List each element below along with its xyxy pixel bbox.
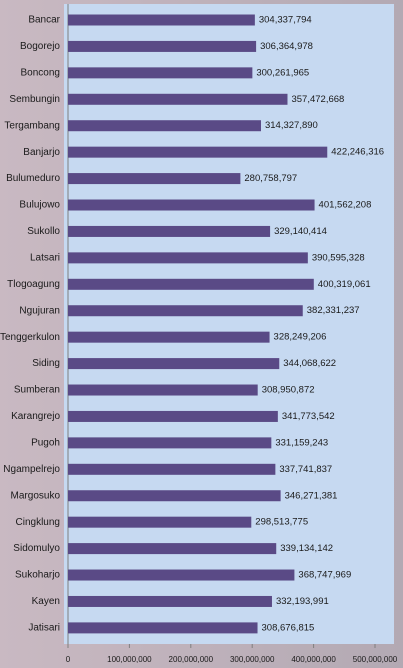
value-label: 331,159,243 bbox=[275, 437, 328, 448]
value-label: 300,261,965 bbox=[256, 67, 309, 78]
value-label: 329,140,414 bbox=[274, 226, 327, 237]
bar bbox=[68, 331, 270, 343]
category-label: Latsari bbox=[30, 253, 60, 264]
bar bbox=[68, 146, 328, 158]
plot-area bbox=[64, 4, 394, 644]
category-label: Siding bbox=[32, 358, 60, 369]
bar bbox=[68, 595, 272, 607]
category-label: Sembungin bbox=[9, 94, 60, 105]
category-label: Bancar bbox=[28, 15, 60, 26]
bar bbox=[68, 278, 314, 290]
bar bbox=[68, 305, 303, 317]
bar bbox=[68, 543, 277, 555]
category-label: Sukollo bbox=[27, 226, 60, 237]
bar bbox=[68, 93, 288, 105]
value-label: 304,337,794 bbox=[259, 15, 312, 26]
value-label: 328,249,206 bbox=[274, 332, 327, 343]
value-label: 339,134,142 bbox=[280, 543, 333, 554]
category-label: Banjarjo bbox=[23, 147, 60, 158]
bar bbox=[68, 410, 278, 422]
category-label: Tergambang bbox=[4, 120, 60, 131]
bar bbox=[68, 199, 315, 211]
value-label: 390,595,328 bbox=[312, 252, 365, 263]
category-label: Ngujuran bbox=[19, 305, 60, 316]
value-label: 298,513,775 bbox=[255, 517, 308, 528]
value-label: 400,319,061 bbox=[318, 279, 371, 290]
value-label: 306,364,978 bbox=[260, 41, 313, 52]
bar bbox=[68, 14, 255, 26]
bar bbox=[68, 173, 241, 185]
category-label: Jatisari bbox=[28, 623, 60, 634]
value-label: 341,773,542 bbox=[282, 411, 335, 422]
x-tick-label: 300,000,000 bbox=[230, 655, 275, 664]
value-label: 357,472,668 bbox=[291, 94, 344, 105]
category-label: Cingklung bbox=[16, 517, 60, 528]
category-label: Bulujowo bbox=[19, 200, 60, 211]
category-label: Tlogoagung bbox=[7, 279, 60, 290]
bar bbox=[68, 384, 258, 396]
value-label: 344,068,622 bbox=[283, 358, 336, 369]
bar bbox=[68, 358, 280, 370]
bar bbox=[68, 120, 261, 132]
bar bbox=[68, 490, 281, 502]
value-label: 308,676,815 bbox=[262, 622, 315, 633]
bar bbox=[68, 463, 276, 475]
value-label: 382,331,237 bbox=[307, 305, 360, 316]
bar bbox=[68, 437, 272, 449]
category-label: Tenggerkulon bbox=[0, 332, 60, 343]
x-tick-label: 200,000,000 bbox=[169, 655, 214, 664]
category-label: Sukoharjo bbox=[15, 570, 60, 581]
value-label: 337,741,837 bbox=[279, 464, 332, 475]
category-label: Margosuko bbox=[11, 490, 61, 501]
bar bbox=[68, 516, 252, 528]
category-label: Sumberan bbox=[14, 385, 60, 396]
value-label: 368,747,969 bbox=[298, 570, 351, 581]
x-tick-label: 0 bbox=[66, 655, 71, 664]
category-label: Bogorejo bbox=[20, 41, 60, 52]
category-label: Bulumeduro bbox=[6, 173, 60, 184]
x-tick-label: 100,000,000 bbox=[107, 655, 152, 664]
bar bbox=[68, 40, 257, 52]
category-label: Karangrejo bbox=[11, 411, 60, 422]
bar bbox=[68, 67, 253, 79]
category-label: Ngampelrejo bbox=[3, 464, 60, 475]
value-label: 346,271,381 bbox=[285, 490, 338, 501]
value-label: 280,758,797 bbox=[244, 173, 297, 184]
value-label: 422,246,316 bbox=[331, 147, 384, 158]
value-label: 401,562,208 bbox=[319, 200, 372, 211]
value-label: 314,327,890 bbox=[265, 120, 318, 131]
category-label: Pugoh bbox=[31, 438, 60, 449]
category-label: Boncong bbox=[21, 68, 60, 79]
category-label: Kayen bbox=[32, 596, 60, 607]
x-tick-label: 500,000,000 bbox=[353, 655, 398, 664]
value-label: 332,193,991 bbox=[276, 596, 329, 607]
bar bbox=[68, 622, 258, 634]
bar bbox=[68, 252, 308, 264]
category-label: Sidomulyo bbox=[13, 543, 60, 554]
bar bbox=[68, 569, 295, 581]
value-label: 308,950,872 bbox=[262, 385, 315, 396]
bar bbox=[68, 225, 271, 237]
x-tick-label: 400,000,000 bbox=[291, 655, 336, 664]
